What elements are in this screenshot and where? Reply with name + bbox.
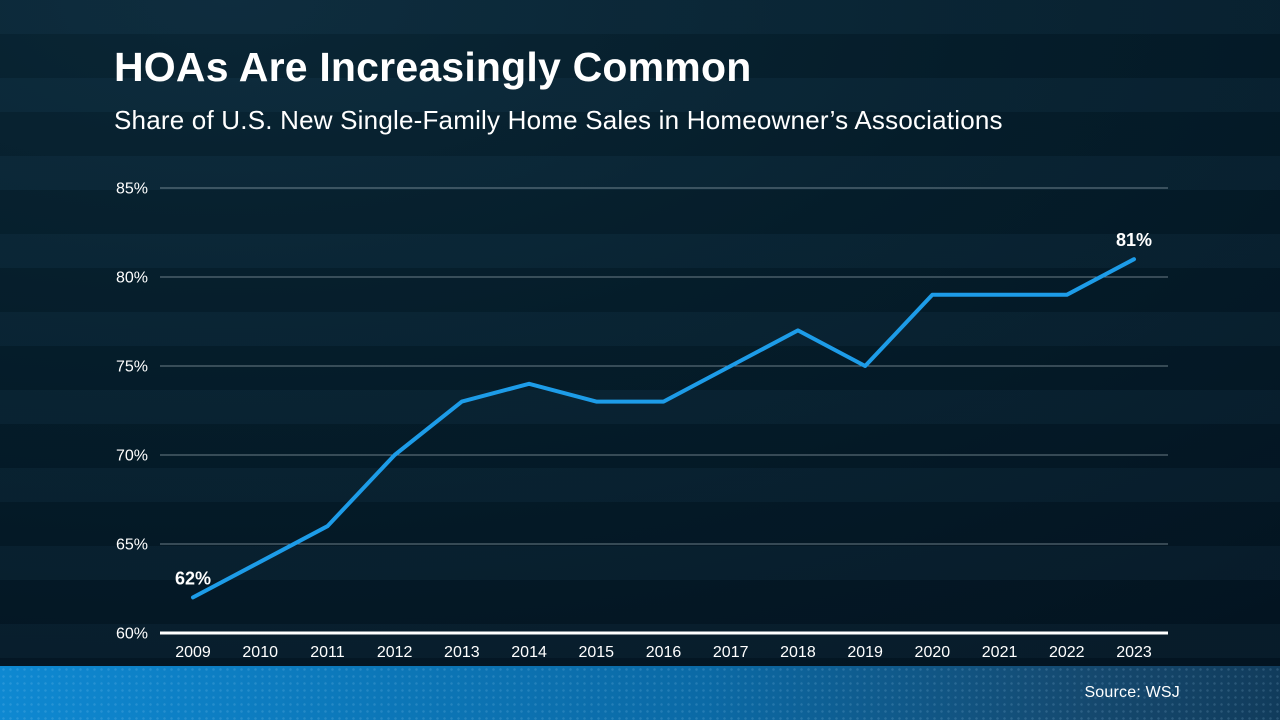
chart-header: HOAs Are Increasingly Common Share of U.… xyxy=(114,44,1194,136)
page-title: HOAs Are Increasingly Common xyxy=(114,44,752,90)
x-tick-label: 2020 xyxy=(915,644,951,661)
x-tick-label: 2011 xyxy=(310,644,345,661)
x-tick-label: 2016 xyxy=(646,644,682,661)
y-tick-label: 70% xyxy=(116,448,148,465)
x-tick-label: 2023 xyxy=(1116,644,1152,661)
x-tick-label: 2013 xyxy=(444,644,480,661)
y-tick-label: 80% xyxy=(116,270,148,287)
point-value-label: 81% xyxy=(1116,230,1152,250)
footer-band: Source: WSJ xyxy=(0,666,1280,720)
x-tick-label: 2022 xyxy=(1049,644,1085,661)
x-tick-label: 2017 xyxy=(713,644,749,661)
x-tick-label: 2014 xyxy=(511,644,547,661)
x-tick-label: 2012 xyxy=(377,644,413,661)
y-tick-label: 65% xyxy=(116,537,148,554)
x-tick-label: 2010 xyxy=(242,644,278,661)
data-line xyxy=(191,257,1136,600)
source-credit: Source: WSJ xyxy=(1084,684,1180,701)
y-tick-label: 75% xyxy=(116,359,148,376)
x-tick-label: 2018 xyxy=(780,644,816,661)
x-tick-label: 2019 xyxy=(847,644,883,661)
x-tick-label: 2015 xyxy=(578,644,614,661)
y-tick-label: 85% xyxy=(116,181,148,198)
point-value-label: 62% xyxy=(175,568,211,588)
y-tick-label: 60% xyxy=(116,626,148,643)
page-subtitle: Share of U.S. New Single-Family Home Sal… xyxy=(114,105,1003,136)
x-tick-label: 2021 xyxy=(982,644,1018,661)
x-tick-label: 2009 xyxy=(175,644,211,661)
